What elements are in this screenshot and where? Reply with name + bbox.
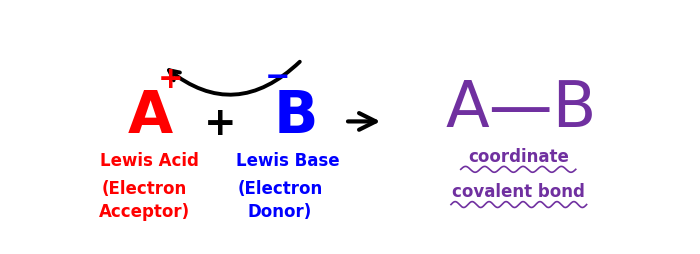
Text: +: + [158, 65, 183, 94]
Text: B: B [274, 88, 319, 145]
FancyArrowPatch shape [169, 62, 300, 95]
Text: (Electron
Acceptor): (Electron Acceptor) [99, 180, 190, 221]
Text: coordinate: coordinate [468, 148, 569, 166]
Text: covalent bond: covalent bond [452, 183, 585, 201]
Text: +: + [204, 105, 237, 143]
Text: A: A [127, 88, 172, 145]
Text: Lewis Acid: Lewis Acid [101, 152, 200, 169]
Text: Lewis Base: Lewis Base [237, 152, 340, 169]
Text: (Electron
Donor): (Electron Donor) [237, 180, 323, 221]
Text: A—B: A—B [446, 78, 597, 140]
Text: −: − [265, 63, 290, 92]
